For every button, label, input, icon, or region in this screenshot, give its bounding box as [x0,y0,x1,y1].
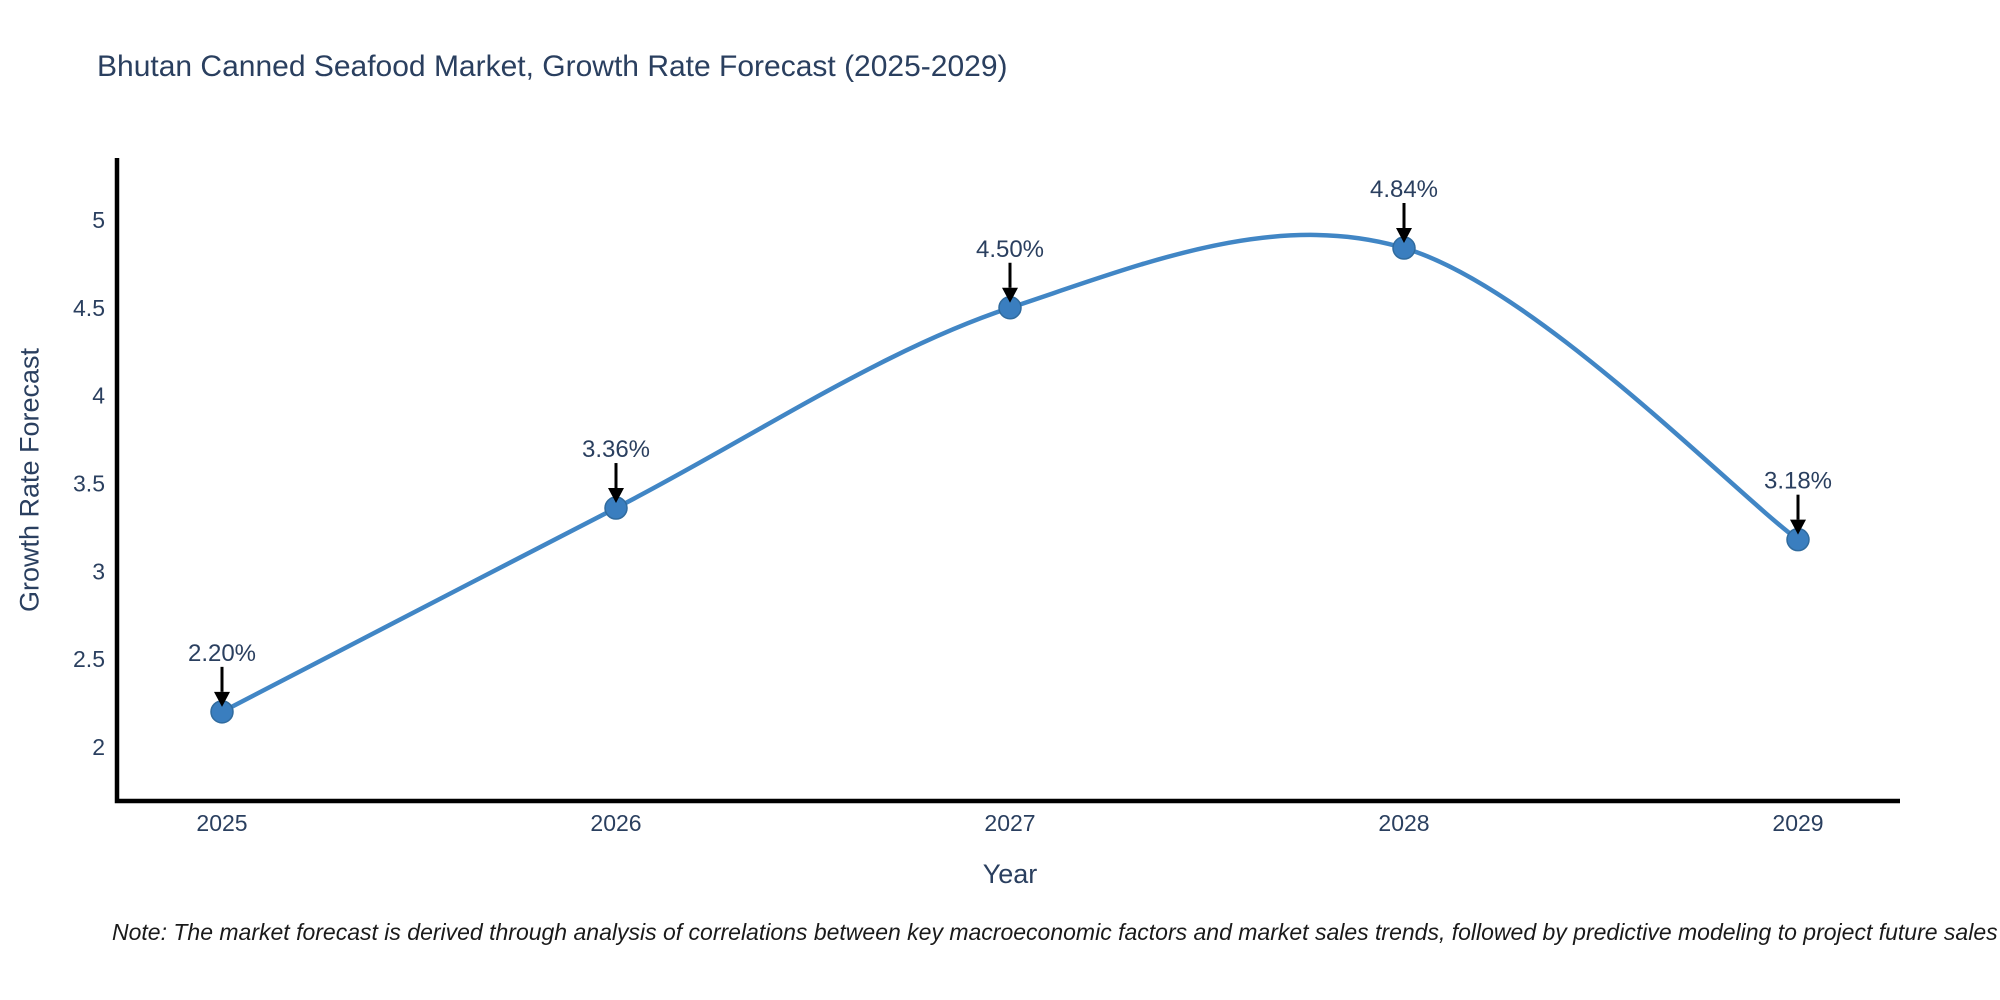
point-value-label: 2.20% [188,640,256,667]
annotation-arrow-head-icon [1396,228,1412,244]
x-axis-title: Year [982,859,1038,889]
x-tick-label: 2025 [196,810,247,836]
x-tick-label: 2029 [1772,810,1823,836]
point-value-label: 3.18% [1764,468,1832,495]
chart-title: Bhutan Canned Seafood Market, Growth Rat… [97,50,1008,83]
annotation-arrow-head-icon [1790,519,1806,535]
x-tick-label: 2027 [984,810,1035,836]
y-tick-label: 2 [92,734,105,760]
axis-lines [114,158,1900,804]
annotation-arrow-head-icon [1002,287,1018,303]
point-value-label: 3.36% [582,436,650,463]
point-value-label: 4.50% [976,236,1044,263]
y-tick-label: 4 [92,383,105,409]
point-value-label: 4.84% [1370,176,1438,203]
x-tick-label: 2028 [1378,810,1429,836]
y-tick-label: 3 [92,558,105,584]
y-tick-label: 5 [92,207,105,233]
y-tick-label: 4.5 [73,295,105,321]
x-tick-label: 2026 [590,810,641,836]
annotation-arrow-head-icon [608,488,624,504]
footnote: Note: The market forecast is derived thr… [112,919,1998,945]
y-tick-label: 3.5 [73,470,105,496]
y-tick-label: 2.5 [73,646,105,672]
annotation-arrow-head-icon [214,691,230,707]
